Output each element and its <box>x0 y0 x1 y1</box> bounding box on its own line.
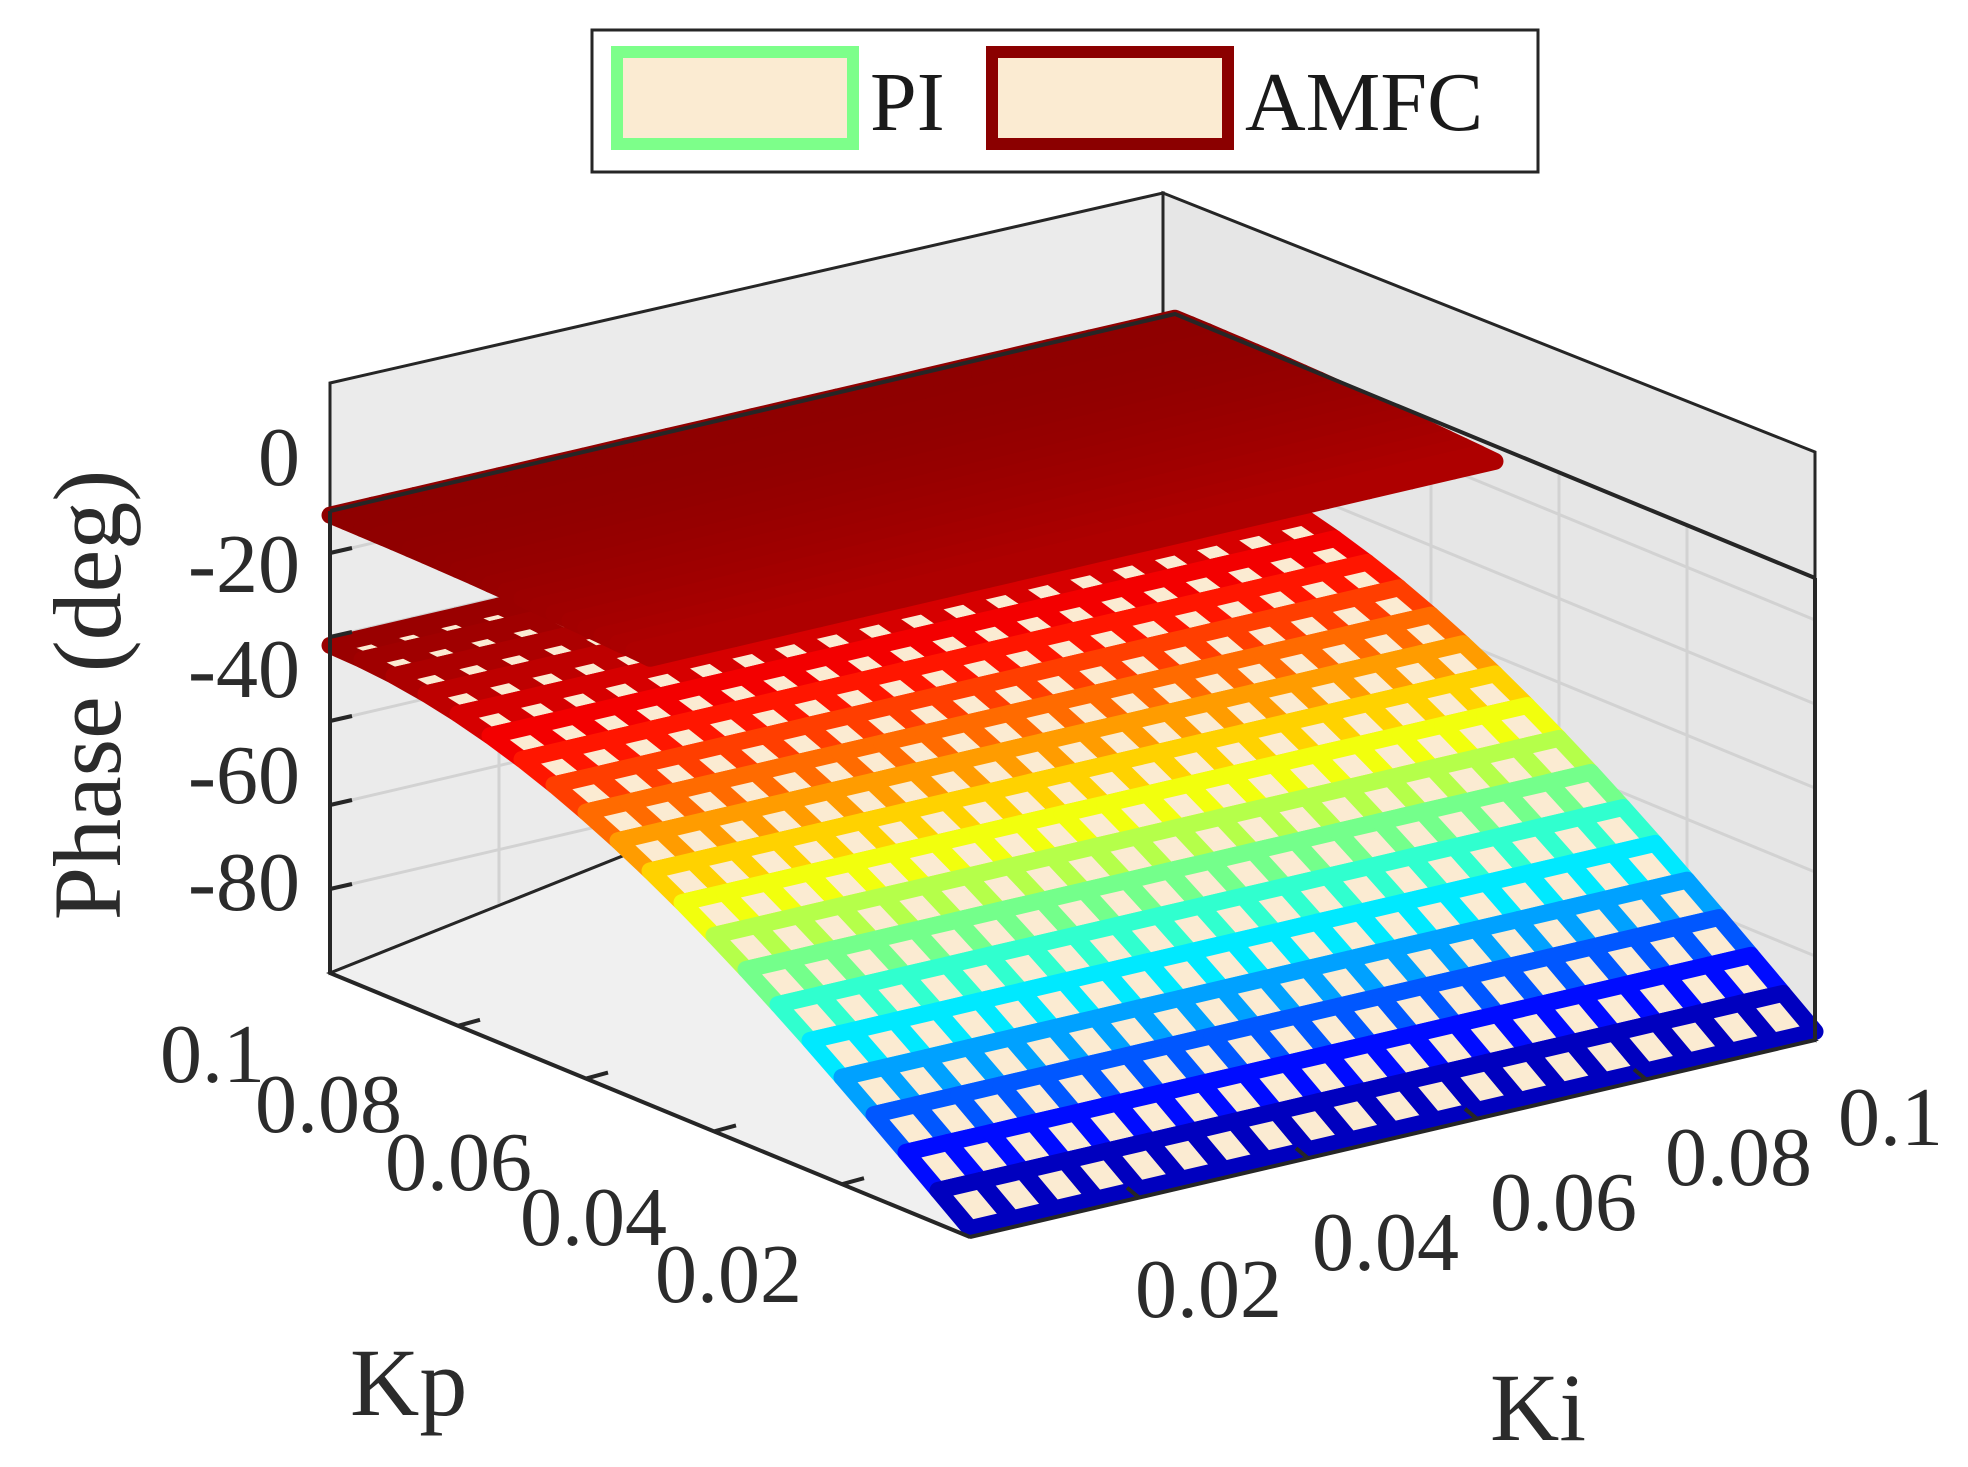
y-tick-label: 0.04 <box>1312 1196 1459 1289</box>
x-tick-mark <box>841 1176 865 1187</box>
z-tick-mark <box>329 630 353 639</box>
x-axis-line <box>329 971 971 1239</box>
x-tick-mark <box>713 1123 737 1134</box>
z-tick-label: 0 <box>258 411 300 504</box>
y-tick-label: 0.1 <box>1838 1071 1943 1164</box>
y-tick-mark <box>1125 1186 1141 1200</box>
z-tick-label: -60 <box>188 729 300 822</box>
x-tick-mark <box>585 1070 609 1081</box>
z-tick-label: -40 <box>188 623 300 716</box>
y-tick-mark <box>1294 1146 1310 1160</box>
top-frame <box>329 311 1816 580</box>
z-tick-mark <box>329 882 353 891</box>
y-tick-mark <box>1463 1107 1479 1121</box>
z-axis-ticks: 0 -20 -40 -60 -80 <box>188 411 300 929</box>
amfc-surface <box>321 309 1504 667</box>
y-axis-ticks: 0.02 0.04 0.06 0.08 0.1 <box>1135 1071 1943 1336</box>
legend-label-pi: PI <box>870 56 945 149</box>
x-tick-label: 0.06 <box>385 1116 532 1209</box>
z-tick-mark <box>329 546 353 555</box>
x-tick-label: 0.08 <box>255 1058 402 1151</box>
z-tick-mark <box>329 798 353 807</box>
x-axis-ticks: 0.1 0.08 0.06 0.04 0.02 <box>160 1008 802 1321</box>
x-tick-label: 0.02 <box>655 1228 802 1321</box>
z-tick-label: -80 <box>188 836 300 929</box>
legend-label-amfc: AMFC <box>1245 56 1483 149</box>
x-axis-label: Kp <box>350 1329 467 1436</box>
x-tick-mark <box>457 1017 481 1028</box>
axes-frame <box>328 311 1817 1239</box>
z-axis-label: Phase (deg) <box>34 470 141 921</box>
y-axis-line <box>969 1038 1816 1239</box>
amfc-surface-cell <box>1428 445 1504 480</box>
x-tick-label: 0.04 <box>520 1171 667 1264</box>
y-tick-mark <box>1632 1067 1648 1081</box>
z-tick-mark <box>329 714 353 723</box>
y-tick-label: 0.08 <box>1665 1111 1812 1204</box>
legend-swatch-pi <box>611 46 859 150</box>
legend-swatch-amfc <box>986 46 1234 150</box>
x-tick-label: 0.1 <box>160 1008 265 1101</box>
y-tick-label: 0.06 <box>1490 1156 1637 1249</box>
z-tick-label: -20 <box>188 518 300 611</box>
y-tick-label: 0.02 <box>1135 1243 1282 1336</box>
y-axis-label: Ki <box>1490 1354 1586 1461</box>
legend: PI AMFC <box>590 28 1540 174</box>
